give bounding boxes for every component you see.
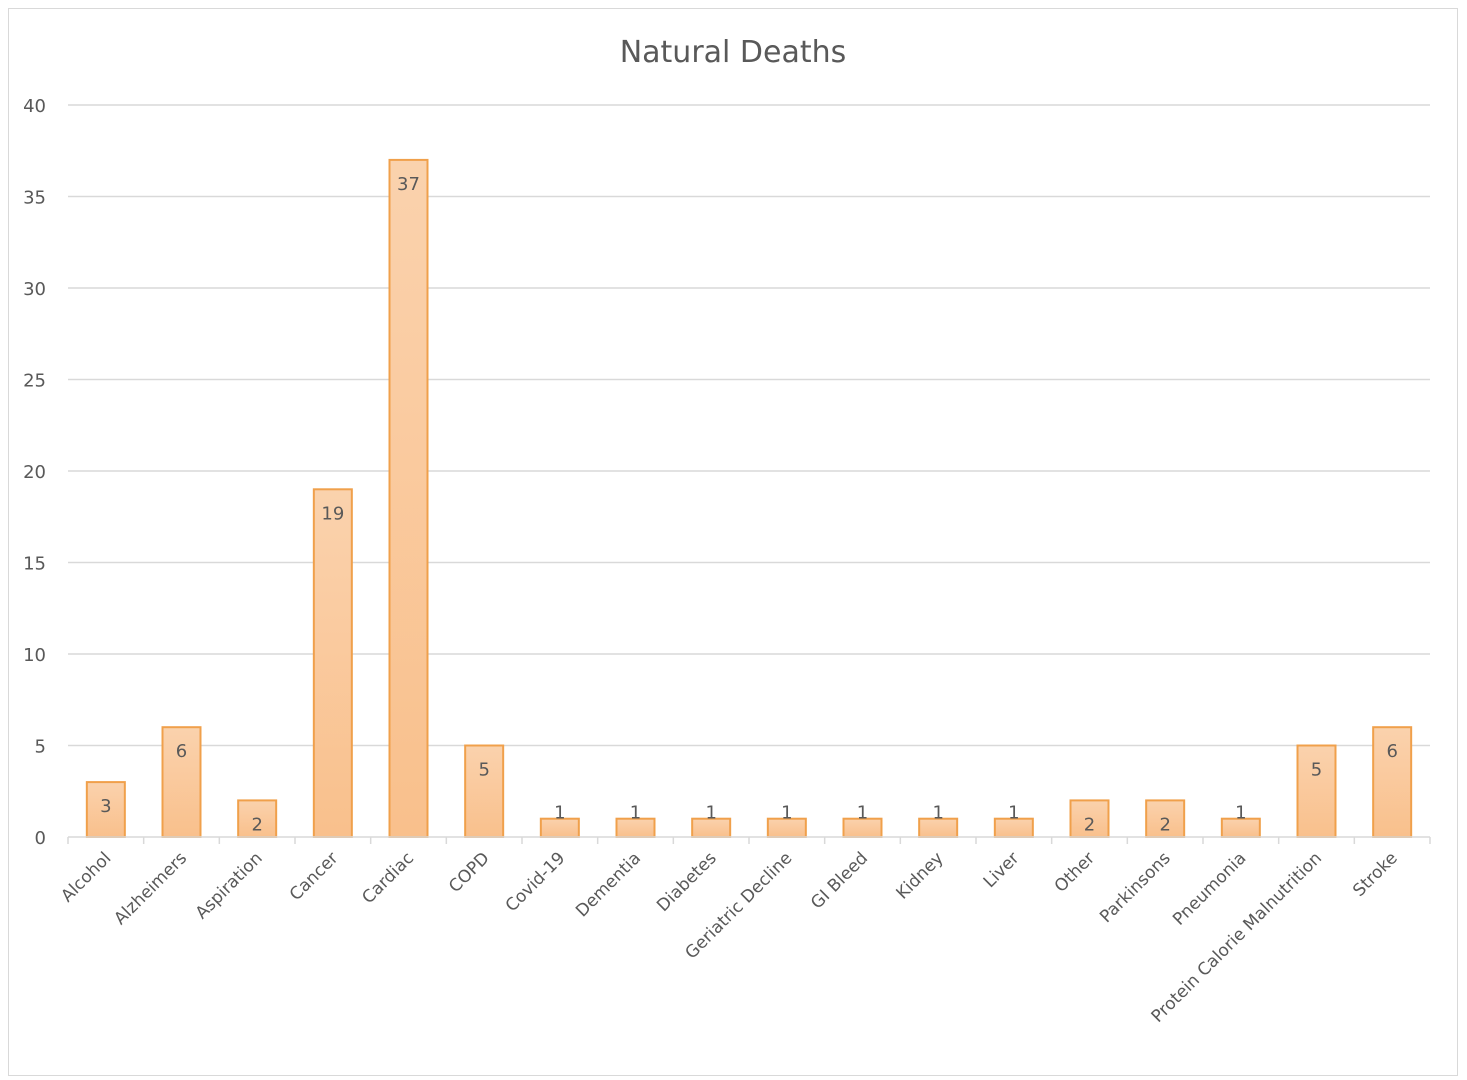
bar-other	[1069, 799, 1110, 839]
x-category-label: Parkinsons	[1096, 848, 1175, 927]
x-category-label: Aspiration	[192, 848, 267, 923]
data-label: 1	[857, 803, 868, 824]
data-label: 3	[100, 796, 111, 817]
bar-stroke	[1372, 726, 1413, 839]
data-label: 1	[932, 803, 943, 824]
bar-cancer	[312, 488, 353, 838]
bar-alzheimers	[161, 726, 202, 839]
x-category-label: COPD	[445, 848, 494, 897]
data-label: 2	[1159, 814, 1170, 835]
x-category-label: Pneumonia	[1169, 848, 1250, 929]
x-category-label: Covid-19	[502, 848, 570, 916]
y-axis: 0 5 10 15 20 25 30 35 40	[23, 96, 46, 849]
gridlines	[68, 104, 1430, 747]
bars: 3 6 2 19 37 5 1 1 1 1 1 1 1 2 2 1 5 6	[85, 158, 1413, 839]
data-label: 1	[630, 803, 641, 824]
x-category-label: Alzheimers	[110, 848, 191, 929]
y-tick-label: 20	[23, 462, 46, 483]
data-label: 5	[478, 760, 489, 781]
data-label: 6	[1386, 741, 1397, 762]
x-category-label: Diabetes	[653, 848, 721, 916]
y-tick-label: 10	[23, 645, 46, 666]
x-category-label: Cancer	[286, 848, 342, 904]
data-label: 37	[397, 174, 420, 195]
y-tick-label: 0	[35, 828, 46, 849]
y-tick-label: 30	[23, 279, 46, 300]
x-category-label: Alcohol	[57, 848, 115, 906]
data-label: 1	[781, 803, 792, 824]
x-category-label: Dementia	[572, 848, 645, 921]
data-label: 5	[1311, 760, 1322, 781]
y-tick-label: 5	[35, 737, 46, 758]
data-label: 6	[176, 741, 187, 762]
x-category-label: GI Bleed	[807, 848, 872, 913]
y-tick-label: 15	[23, 554, 46, 575]
data-label: 2	[1084, 814, 1095, 835]
chart-frame	[8, 8, 1458, 1076]
bar-cardiac	[388, 158, 429, 838]
x-category-label: Cardiac	[358, 848, 418, 908]
y-tick-label: 25	[23, 371, 46, 392]
data-label: 1	[1235, 803, 1246, 824]
x-category-label: Liver	[980, 848, 1024, 892]
x-category-label: Other	[1051, 848, 1099, 896]
data-label: 1	[554, 803, 565, 824]
y-tick-label: 40	[23, 96, 46, 117]
data-label: 19	[321, 503, 344, 524]
data-label: 1	[1008, 803, 1019, 824]
x-category-label: Stroke	[1349, 848, 1401, 900]
data-label: 1	[705, 803, 716, 824]
y-tick-label: 35	[23, 188, 46, 209]
x-category-label: Kidney	[893, 848, 948, 903]
bar-protein-calorie-malnutrition	[1296, 744, 1337, 838]
bar-aspiration	[237, 799, 278, 839]
chart-title: Natural Deaths	[620, 35, 847, 70]
data-label: 2	[251, 814, 262, 835]
